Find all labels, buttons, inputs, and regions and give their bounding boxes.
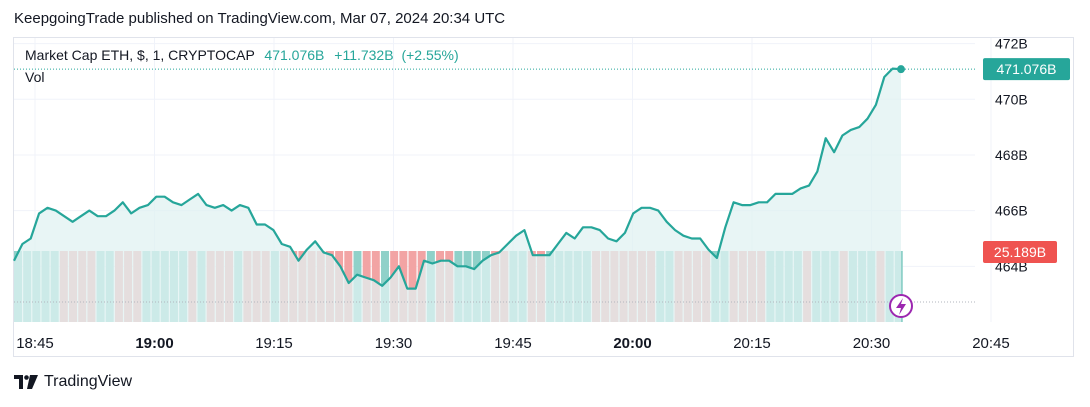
footer-brand: TradingView	[44, 373, 133, 390]
x-tick-label: 19:45	[494, 335, 532, 352]
price-badge-label: 471.076B	[997, 61, 1057, 77]
chart-legend: Market Cap ETH, $, 1, CRYPTOCAP 471.076B…	[25, 47, 459, 63]
y-tick-label: 470B	[995, 91, 1028, 107]
y-tick-label: 466B	[995, 203, 1028, 219]
volume-badge-label: 25.189B	[994, 244, 1046, 260]
price-line[interactable]	[13, 67, 902, 290]
x-tick-label: 19:15	[255, 335, 293, 352]
x-tick-label: 18:45	[16, 335, 54, 352]
area-fill	[14, 68, 901, 322]
x-tick-label: 19:30	[375, 335, 413, 352]
x-tick-label: 20:45	[972, 335, 1010, 352]
legend-price: 471.076B	[264, 47, 325, 63]
volume-label[interactable]: Vol	[25, 69, 45, 85]
volume-bar[interactable]	[408, 251, 417, 322]
publisher-line: KeepgoingTrade published on TradingView.…	[14, 10, 506, 27]
y-tick-label: 468B	[995, 147, 1028, 163]
lightning-bolt-icon	[896, 298, 906, 315]
last-price-marker[interactable]	[897, 65, 905, 74]
x-tick-label: 20:15	[733, 335, 771, 352]
tradingview-logo-icon	[14, 375, 38, 389]
legend-change-pct: (+2.55%)	[401, 47, 459, 63]
y-tick-label: 472B	[995, 36, 1028, 52]
x-tick-label: 20:00	[613, 335, 651, 352]
area-chart[interactable]: 472B470B468B466B464B471.076B25.189B18:45…	[0, 0, 1090, 360]
legend-symbol[interactable]: Market Cap ETH, $, 1, CRYPTOCAP	[25, 47, 255, 63]
volume-badge	[983, 241, 1057, 263]
footer: TradingView	[14, 373, 132, 391]
price-badge	[983, 58, 1070, 81]
x-tick-label: 19:00	[135, 335, 173, 352]
legend-change: +11.732B	[334, 47, 394, 63]
x-tick-label: 20:30	[853, 335, 891, 352]
chart-frame	[13, 37, 1074, 357]
